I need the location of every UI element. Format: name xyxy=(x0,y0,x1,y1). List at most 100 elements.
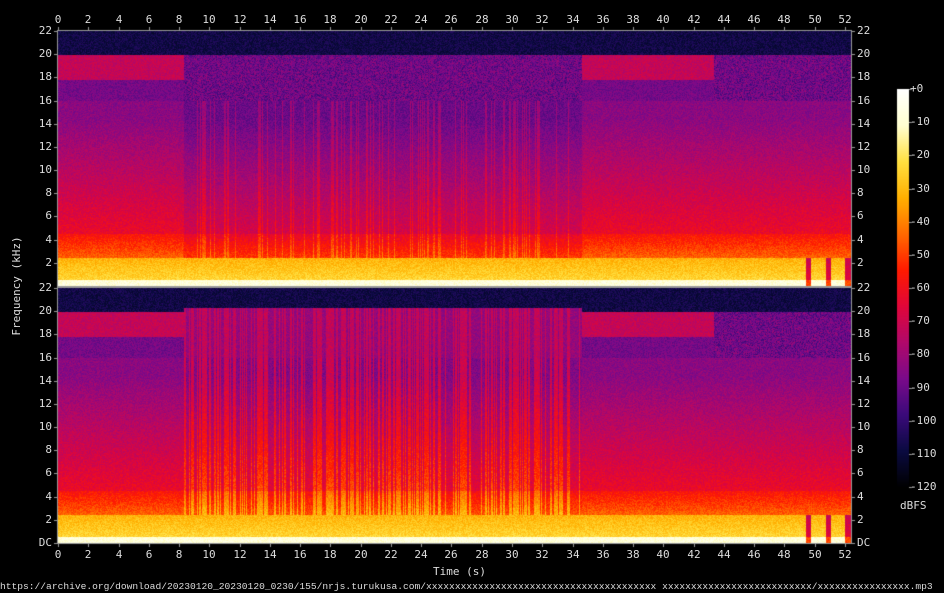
y-tick-bottom-left: 12 xyxy=(38,397,52,410)
y-tick-top-right: 14 xyxy=(857,117,871,130)
y-tick-top-right: 4 xyxy=(857,233,864,246)
x-tick-label-top: 16 xyxy=(293,13,307,26)
y-tick-top-left: 20 xyxy=(38,47,52,60)
x-tick-label-top: 24 xyxy=(414,13,428,26)
y-tick-bottom-right: 14 xyxy=(857,374,871,387)
x-tick-label-bottom: 8 xyxy=(175,548,183,561)
x-tick-label-bottom: 42 xyxy=(687,548,701,561)
x-tick-label-top: 2 xyxy=(84,13,92,26)
y-tick-top-left: 2 xyxy=(45,256,52,269)
y-tick-bottom-left: DC xyxy=(38,536,52,549)
x-tick-label-bottom: 0 xyxy=(54,548,62,561)
x-tick-label-top: 0 xyxy=(54,13,62,26)
x-tick-label-bottom: 26 xyxy=(444,548,458,561)
y-tick-top-right: 18 xyxy=(857,70,871,83)
x-tick-label-bottom: 48 xyxy=(777,548,791,561)
x-tick-label-bottom: 18 xyxy=(323,548,337,561)
x-tick-label-top: 38 xyxy=(626,13,640,26)
x-tick-label-bottom: 34 xyxy=(566,548,580,561)
y-tick-bottom-left: 18 xyxy=(38,327,52,340)
x-tick-label-top: 10 xyxy=(202,13,216,26)
y-tick-bottom-right: 18 xyxy=(857,327,871,340)
x-tick-label-bottom: 50 xyxy=(808,548,822,561)
x-tick-label-top: 4 xyxy=(115,13,123,26)
x-tick-label-top: 36 xyxy=(596,13,610,26)
x-tick-label-bottom: 4 xyxy=(115,548,123,561)
y-tick-top-left: 16 xyxy=(38,94,52,107)
x-tick-label-bottom: 22 xyxy=(384,548,398,561)
colorbar-tick-label: +0 xyxy=(910,82,924,95)
x-tick-label-bottom: 10 xyxy=(202,548,216,561)
y-tick-top-left: 4 xyxy=(45,233,52,246)
x-tick-label-bottom: 36 xyxy=(596,548,610,561)
x-tick-label-top: 28 xyxy=(475,13,489,26)
y-tick-top-right: 8 xyxy=(857,186,864,199)
y-tick-bottom-right: 20 xyxy=(857,304,871,317)
y-tick-bottom-right: 8 xyxy=(857,443,864,456)
x-tick-label-top: 48 xyxy=(777,13,791,26)
y-tick-top-right: 22 xyxy=(857,24,871,37)
y-tick-top-left: 18 xyxy=(38,70,52,83)
source-url: https://archive.org/download/20230120_20… xyxy=(0,581,933,592)
y-tick-bottom-left: 10 xyxy=(38,420,52,433)
x-tick-label-bottom: 6 xyxy=(145,548,153,561)
x-tick-label-top: 26 xyxy=(444,13,458,26)
x-tick-label-top: 40 xyxy=(656,13,670,26)
y-tick-bottom-left: 2 xyxy=(45,513,52,526)
x-tick-label-top: 42 xyxy=(687,13,701,26)
y-tick-bottom-right: 16 xyxy=(857,351,871,364)
colorbar-tick-label: -100 xyxy=(910,414,937,427)
colorbar-tick-label: -40 xyxy=(910,215,930,228)
colorbar-tick-label: -120 xyxy=(910,480,937,493)
x-tick-label-bottom: 30 xyxy=(505,548,519,561)
y-tick-top-left: 22 xyxy=(38,24,52,37)
y-tick-top-right: 10 xyxy=(857,163,871,176)
x-tick-label-bottom: 28 xyxy=(475,548,489,561)
x-tick-label-bottom: 20 xyxy=(354,548,368,561)
x-tick-label-top: 32 xyxy=(535,13,549,26)
x-tick-label-bottom: 16 xyxy=(293,548,307,561)
y-tick-bottom-left: 8 xyxy=(45,443,52,456)
x-tick-label-top: 44 xyxy=(717,13,731,26)
y-tick-bottom-left: 14 xyxy=(38,374,52,387)
y-tick-top-right: 20 xyxy=(857,47,871,60)
x-tick-label-top: 46 xyxy=(747,13,761,26)
y-tick-top-left: 8 xyxy=(45,186,52,199)
x-tick-label-bottom: 32 xyxy=(535,548,549,561)
x-tick-label-top: 22 xyxy=(384,13,398,26)
colorbar-tick-label: -80 xyxy=(910,347,930,360)
x-tick-label-bottom: 24 xyxy=(414,548,428,561)
y-tick-top-left: 14 xyxy=(38,117,52,130)
x-axis-label: Time (s) xyxy=(433,565,486,578)
x-tick-label-top: 34 xyxy=(566,13,580,26)
y-tick-bottom-right: DC xyxy=(857,536,871,549)
colorbar-tick-label: -90 xyxy=(910,381,930,394)
x-tick-label-bottom: 44 xyxy=(717,548,731,561)
x-tick-label-bottom: 2 xyxy=(84,548,92,561)
y-axis-label: Frequency (kHz) xyxy=(10,236,23,336)
colorbar-tick-label: -50 xyxy=(910,248,930,261)
x-tick-label-bottom: 46 xyxy=(747,548,761,561)
x-tick-label-bottom: 52 xyxy=(838,548,852,561)
colorbar-tick-label: -30 xyxy=(910,182,930,195)
x-tick-label-bottom: 40 xyxy=(656,548,670,561)
y-tick-top-left: 12 xyxy=(38,140,52,153)
x-tick-label-top: 50 xyxy=(808,13,822,26)
y-tick-bottom-right: 12 xyxy=(857,397,871,410)
x-tick-label-top: 14 xyxy=(263,13,277,26)
colorbar-label: dBFS xyxy=(900,499,927,512)
x-tick-label-top: 52 xyxy=(838,13,852,26)
y-tick-top-left: 10 xyxy=(38,163,52,176)
x-tick-label-top: 6 xyxy=(145,13,153,26)
x-tick-label-top: 20 xyxy=(354,13,368,26)
colorbar-tick-label: -110 xyxy=(910,447,937,460)
x-tick-label-top: 8 xyxy=(175,13,183,26)
y-tick-bottom-left: 22 xyxy=(38,281,52,294)
y-tick-bottom-left: 16 xyxy=(38,351,52,364)
y-tick-bottom-left: 4 xyxy=(45,490,52,503)
x-tick-label-top: 12 xyxy=(233,13,247,26)
x-tick-label-top: 18 xyxy=(323,13,337,26)
colorbar-tick-label: -20 xyxy=(910,148,930,161)
colorbar-tick-label: -60 xyxy=(910,281,930,294)
